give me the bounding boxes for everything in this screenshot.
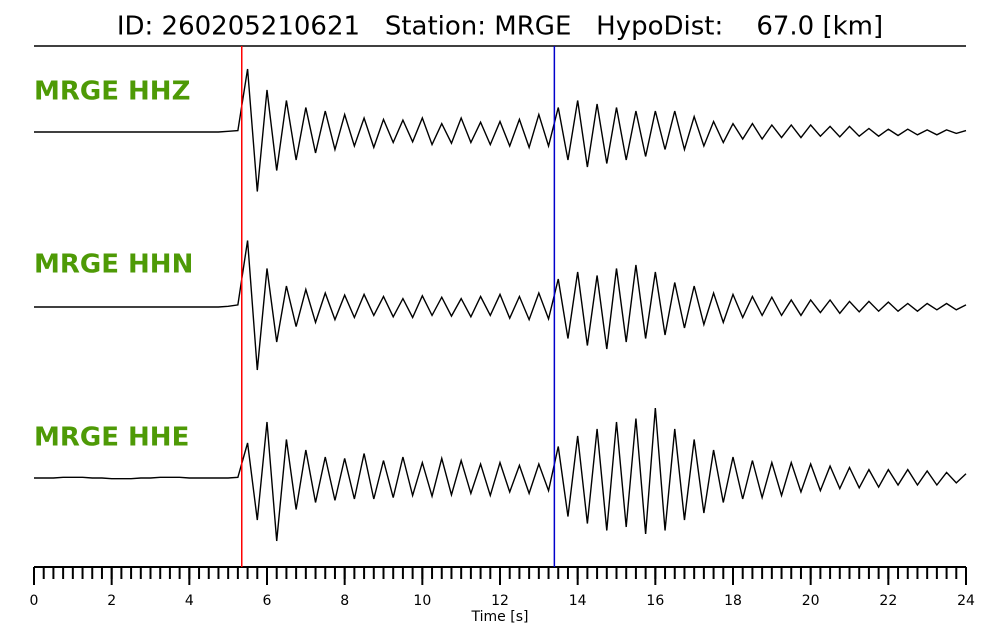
x-tick-label: 20 [802,593,820,609]
x-tick-label: 2 [107,593,116,609]
x-tick-label: 22 [879,593,897,609]
x-tick-label: 16 [646,593,664,609]
x-tick-label: 4 [185,593,194,609]
waveform [34,68,967,192]
waveform [34,240,967,371]
x-tick-label: 6 [263,593,272,609]
x-tick-label: 14 [569,593,587,609]
trace-label: MRGE HHN [34,250,193,280]
waveform [34,407,967,542]
x-tick-label: 8 [340,593,349,609]
chart-title: ID: 260205210621 Station: MRGE HypoDist:… [117,12,883,42]
x-tick-label: 24 [957,593,975,609]
trace-label: MRGE HHE [34,423,189,453]
x-tick-label: 10 [413,593,431,609]
x-tick-label: 0 [30,593,39,609]
x-tick-label: 18 [724,593,742,609]
x-axis-label: Time [s] [471,609,529,625]
trace-label: MRGE HHZ [34,77,190,107]
x-tick-label: 12 [491,593,509,609]
